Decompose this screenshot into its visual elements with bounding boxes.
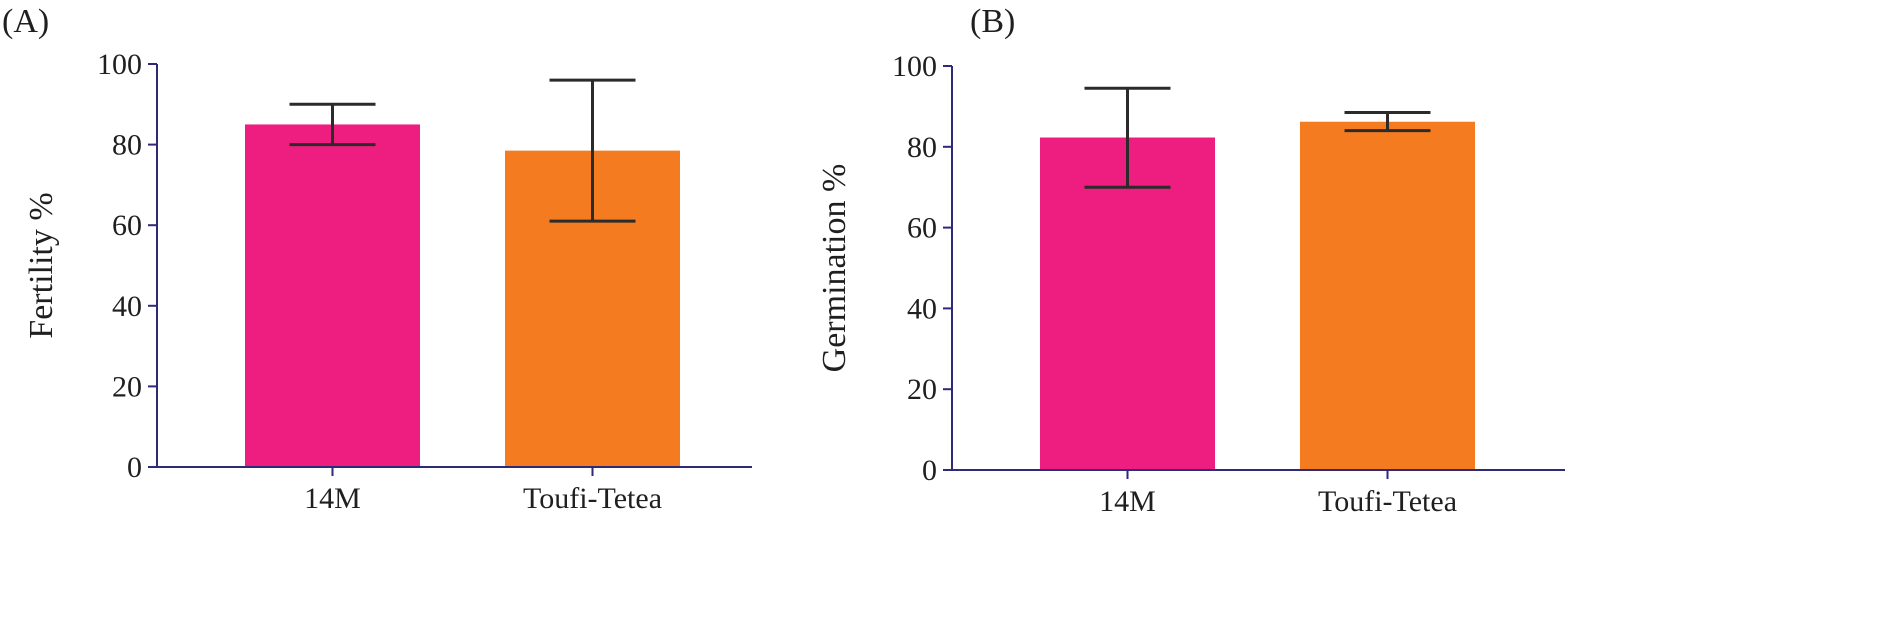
panel-b-ytick-label-0: 0 bbox=[922, 454, 937, 487]
panel-a-label: (A) bbox=[2, 3, 49, 40]
panel-a-ytick-label-40: 40 bbox=[112, 290, 142, 323]
panel-a-y-axis-title: Fertility % bbox=[23, 192, 60, 338]
panel-b-category-label-toufi-tetea: Toufi-Tetea bbox=[1318, 485, 1457, 518]
panel-a-bar-14m bbox=[245, 124, 420, 467]
panel-a-ytick-label-80: 80 bbox=[112, 129, 142, 162]
panel-b-category-label-14m: 14M bbox=[1099, 485, 1156, 518]
panel-b-ytick-label-40: 40 bbox=[907, 292, 937, 325]
panel-b-ytick-label-100: 100 bbox=[892, 50, 937, 83]
panel-a-ytick-label-20: 20 bbox=[112, 370, 142, 403]
panel-a-ytick-label-0: 0 bbox=[127, 451, 142, 484]
panel-b-bar-14m bbox=[1040, 137, 1215, 470]
panel-a-ytick-label-60: 60 bbox=[112, 209, 142, 242]
panel-b-y-axis-title: Germination % bbox=[816, 164, 853, 373]
panel-b-ytick-label-60: 60 bbox=[907, 212, 937, 245]
panel-b-label: (B) bbox=[970, 3, 1015, 40]
panel-b-ytick-label-20: 20 bbox=[907, 373, 937, 406]
panel-a-category-label-toufi-tetea: Toufi-Tetea bbox=[523, 482, 662, 515]
panel-a-category-label-14m: 14M bbox=[304, 482, 361, 515]
panel-a-ytick-label-100: 100 bbox=[97, 48, 142, 81]
panel-b-bar-toufi-tetea bbox=[1300, 121, 1475, 470]
panel-b-ytick-label-80: 80 bbox=[907, 131, 937, 164]
